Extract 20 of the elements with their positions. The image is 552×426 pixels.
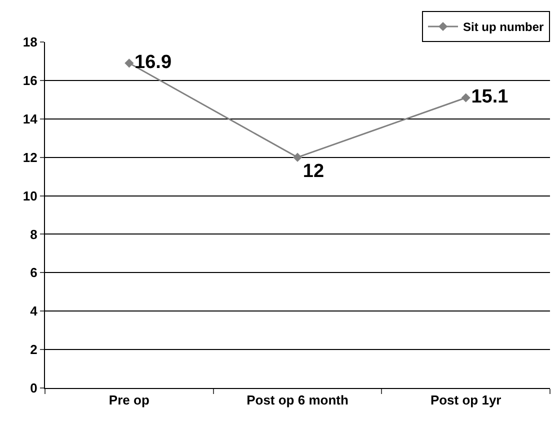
x-tick-label: Post op 6 month <box>246 392 348 408</box>
y-tick-label: 16 <box>22 72 38 88</box>
y-tick-label: 10 <box>22 188 38 204</box>
data-label: 15.1 <box>471 86 509 108</box>
y-tick-label: 14 <box>22 111 38 126</box>
y-tick-label: 12 <box>22 150 38 165</box>
data-label: 16.9 <box>134 52 172 73</box>
y-tick-label: 8 <box>30 226 38 242</box>
x-tick-label: Pre op <box>108 392 150 408</box>
y-tick-label: 0 <box>30 380 38 396</box>
y-tick-label: 4 <box>30 304 38 319</box>
point <box>124 58 134 68</box>
y-tick-label: 6 <box>30 265 38 280</box>
y-tick-label: 2 <box>30 342 38 358</box>
legend-label: Sit up number <box>463 20 544 34</box>
y-tick-label: 18 <box>22 34 38 50</box>
point <box>292 152 302 162</box>
x-tick-label: Post op 1yr <box>430 392 502 408</box>
data-label: 12 <box>302 160 324 182</box>
point <box>461 93 470 102</box>
